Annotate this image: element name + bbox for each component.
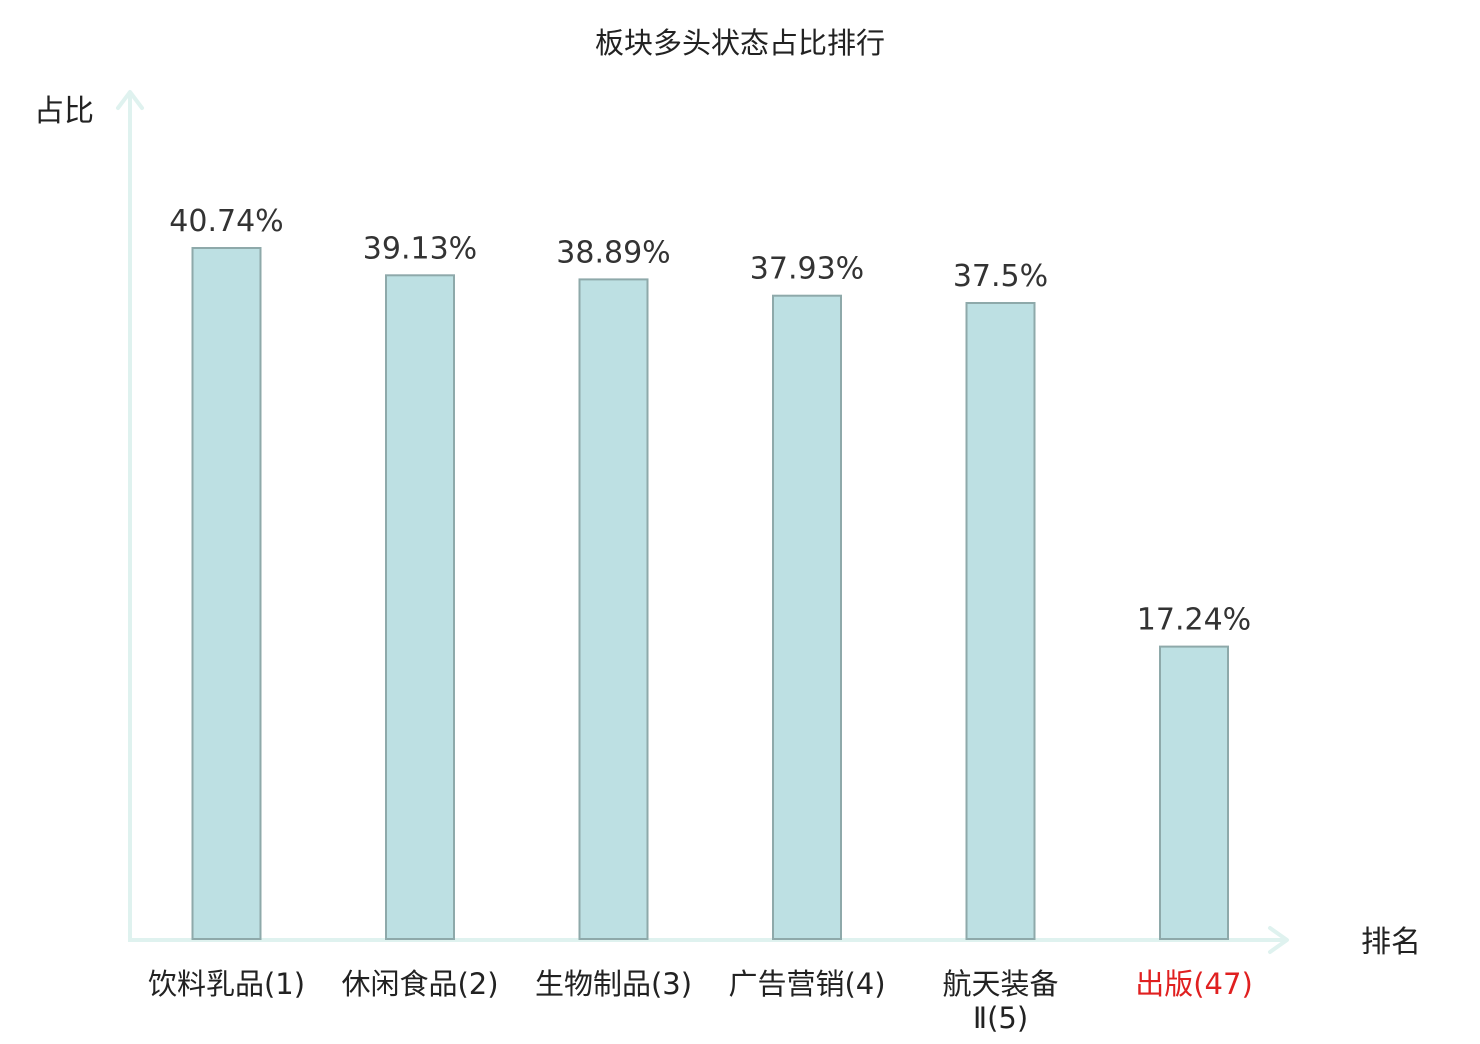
x-axis-arrow: [1268, 926, 1289, 954]
x-tick-label: 航天装备: [942, 967, 1058, 1001]
x-tick-label: 广告营销(4): [728, 967, 885, 1001]
x-tick-label: 休闲食品(2): [341, 967, 498, 1001]
bar-value-label: 40.74%: [169, 204, 283, 239]
y-axis-label: 占比: [34, 94, 94, 129]
x-tick-label: 饮料乳品(1): [148, 967, 305, 1001]
x-axis-label: 排名: [1361, 925, 1421, 960]
bar: [965, 302, 1036, 940]
bar: [772, 294, 842, 940]
x-tick-label: 生物制品(3): [535, 967, 692, 1001]
bars-group: [191, 247, 1229, 940]
bar-value-label: 37.5%: [953, 259, 1048, 294]
bar-value-label: 17.24%: [1137, 603, 1251, 638]
bar-value-label: 38.89%: [556, 235, 670, 270]
y-axis-arrow: [116, 90, 144, 110]
bar: [191, 247, 262, 940]
x-tick-label: Ⅱ(5): [973, 1001, 1028, 1035]
axes: [116, 90, 1289, 954]
value-labels-group: 40.74% 39.13% 38.89% 37.93% 37.5% 17.24%: [169, 204, 1251, 638]
chart-title: 板块多头状态占比排行: [595, 26, 885, 60]
bar-value-label: 39.13%: [363, 231, 477, 266]
bar-value-label: 37.93%: [750, 252, 864, 287]
bar: [385, 274, 455, 940]
bar: [1159, 645, 1229, 940]
x-tick-label: 出版(47): [1135, 967, 1253, 1001]
bar: [578, 278, 649, 940]
